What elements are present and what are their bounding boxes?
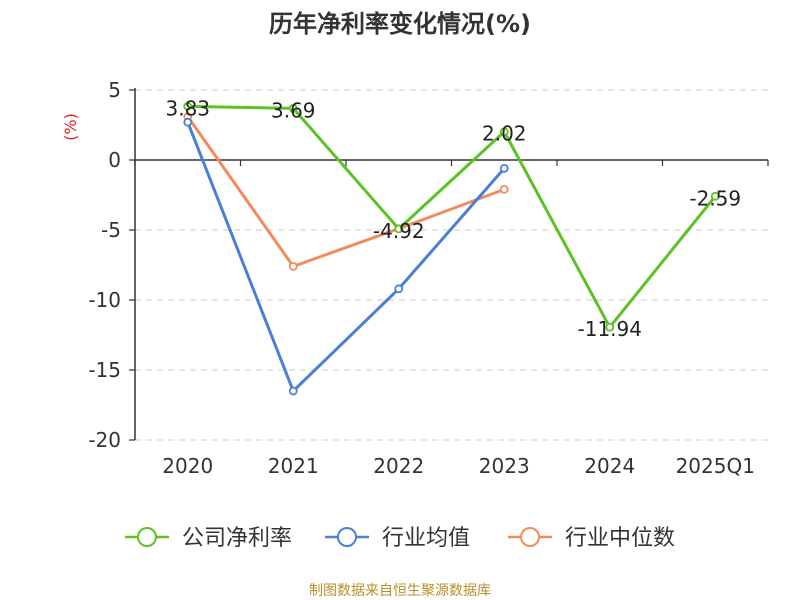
data-labels: 3.83 3.69 -4.92 2.02 -11.94 -2.59 (165, 96, 741, 341)
data-point[interactable] (499, 163, 509, 173)
y-tick-labels: 5 0 -5 -10 -15 -20 (88, 78, 121, 452)
legend-label: 公司净利率 (182, 526, 292, 551)
series-2 (183, 112, 509, 271)
data-point[interactable] (394, 284, 404, 294)
series-line (186, 115, 505, 268)
x-tick-label: 2023 (479, 454, 530, 478)
y-axis-label: (%) (61, 113, 80, 141)
legend-marker (137, 527, 157, 547)
y-tick-label: -15 (88, 358, 121, 382)
chart-title: 历年净利率变化情况(%) (269, 10, 531, 38)
legend-item[interactable]: 行业中位数 (508, 526, 675, 551)
series-0 (183, 101, 720, 332)
data-point[interactable] (499, 127, 509, 137)
legend-marker (520, 527, 540, 547)
series-1 (183, 117, 509, 396)
data-point[interactable] (288, 103, 298, 113)
data-point[interactable] (394, 224, 404, 234)
y-tick-label: -5 (101, 218, 121, 242)
x-tick-label: 2022 (373, 454, 424, 478)
data-label: 3.83 (165, 96, 210, 120)
grid (135, 89, 768, 441)
legend-marker (337, 527, 357, 547)
data-point[interactable] (288, 261, 298, 271)
legend-item[interactable]: 行业均值 (325, 526, 470, 551)
data-point[interactable] (499, 184, 509, 194)
data-point[interactable] (183, 117, 193, 127)
axes (129, 88, 769, 441)
data-point[interactable] (288, 386, 298, 396)
data-label: -4.92 (373, 219, 425, 243)
y-tick-label: -10 (88, 288, 121, 312)
x-tick-label: 2025Q1 (676, 454, 755, 478)
data-point[interactable] (183, 101, 193, 111)
data-label: -2.59 (689, 186, 741, 210)
series-lines (183, 101, 720, 396)
x-tick-label: 2021 (268, 454, 319, 478)
y-tick-label: 5 (108, 78, 121, 102)
data-label: -11.94 (578, 317, 642, 341)
y-tick-label: 0 (108, 148, 121, 172)
data-label: 3.69 (271, 98, 316, 122)
data-label: 2.02 (482, 122, 527, 146)
source-note: 制图数据来自恒生聚源数据库 (309, 583, 491, 599)
series-line (186, 121, 506, 393)
legend[interactable]: 公司净利率 行业均值 行业中位数 (125, 526, 675, 551)
legend-label: 行业均值 (382, 526, 470, 551)
x-tick-labels: 2020 2021 2022 2023 2024 2025Q1 (162, 454, 755, 478)
x-tick-label: 2024 (584, 454, 635, 478)
x-tick-label: 2020 (162, 454, 213, 478)
data-point[interactable] (710, 191, 720, 201)
legend-label: 行业中位数 (565, 526, 675, 551)
legend-item[interactable]: 公司净利率 (125, 526, 292, 551)
series-line (187, 104, 717, 329)
y-tick-label: -20 (88, 428, 121, 452)
data-point[interactable] (605, 322, 615, 332)
